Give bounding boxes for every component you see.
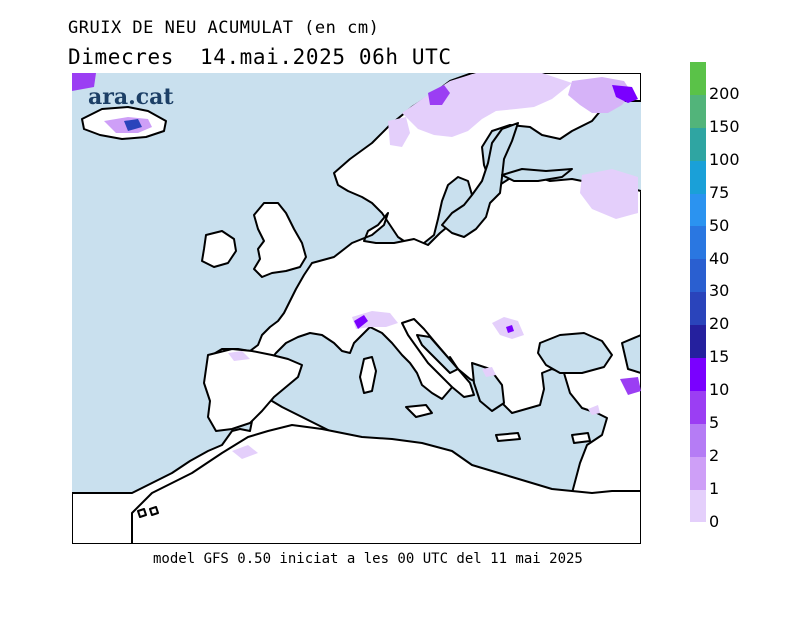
- snow-carpathians-core: [506, 325, 514, 333]
- land-africa: [131, 424, 641, 544]
- legend-swatch-100: [690, 127, 706, 161]
- land-iberia: [203, 348, 303, 432]
- forecast-datetime: Dimecres 14.mai.2025 06h UTC: [68, 45, 478, 69]
- forecast-day: Dimecres: [68, 45, 174, 69]
- legend-label-100: 100: [709, 149, 740, 169]
- land-canaries-2: [149, 506, 159, 516]
- legend-label-1: 1: [709, 478, 720, 498]
- legend-label-15: 15: [709, 347, 730, 367]
- legend-swatch-30: [690, 259, 706, 293]
- snow-greenland-corner: [72, 73, 96, 91]
- legend-swatch-150: [690, 94, 706, 128]
- land-canaries: [137, 508, 147, 518]
- land-europe: [72, 174, 641, 544]
- legend-swatch-20: [690, 292, 706, 326]
- legend-swatch-10: [690, 358, 706, 391]
- gulf-of-finland: [501, 168, 573, 182]
- caspian-edge: [621, 334, 641, 374]
- legend-swatch-15: [690, 325, 706, 359]
- forecast-time: 14.mai.2025 06h UTC: [199, 45, 452, 69]
- snow-norway-south: [388, 117, 410, 147]
- land-corsica-sardinia: [359, 356, 377, 394]
- legend-label-2: 2: [709, 445, 720, 465]
- legend-swatch-1: [690, 456, 706, 490]
- land-britain: [253, 202, 307, 278]
- legend-swatch-200: [690, 62, 706, 95]
- model-run-info: model GFS 0.50 iniciat a les 00 UTC del …: [153, 551, 583, 567]
- legend-colorbar: [690, 62, 706, 523]
- legend-label-40: 40: [709, 248, 730, 268]
- legend-label-50: 50: [709, 215, 730, 235]
- snow-pyrenees: [228, 351, 250, 361]
- snow-kola: [612, 85, 638, 103]
- snow-caucasus: [620, 377, 641, 395]
- legend-label-200: 200: [709, 84, 740, 103]
- map-title: GRUIX DE NEU ACUMULAT (en cm): [68, 18, 380, 38]
- legend-swatch-40: [690, 226, 706, 260]
- snow-depth-map: [72, 73, 641, 544]
- legend-swatch-50: [690, 193, 706, 227]
- land-ireland: [201, 230, 237, 268]
- legend-label-30: 30: [709, 281, 730, 301]
- legend-label-75: 75: [709, 182, 730, 202]
- legend-label-10: 10: [709, 380, 730, 400]
- legend-label-0: 0: [709, 511, 720, 531]
- snow-alps-core: [354, 315, 368, 329]
- ara-cat-logo: ara.cat: [88, 84, 174, 110]
- legend-swatch-0: [690, 489, 706, 523]
- snow-atlas: [232, 445, 258, 459]
- snow-cover: [72, 73, 641, 459]
- snow-norway-peak: [428, 85, 450, 105]
- black-sea: [537, 332, 613, 374]
- legend-swatch-2: [690, 423, 706, 457]
- legend-label-20: 20: [709, 314, 730, 334]
- snow-balkans: [482, 367, 496, 377]
- baltic-sea: [441, 122, 519, 238]
- snow-anatolia: [588, 405, 600, 415]
- snow-iceland-core: [124, 119, 142, 131]
- legend-label-150: 150: [709, 116, 740, 136]
- snow-russia-north: [580, 169, 638, 219]
- land-cyprus: [571, 432, 591, 444]
- land-crete: [495, 432, 521, 442]
- adriatic: [416, 334, 459, 374]
- legend-swatch-5: [690, 390, 706, 424]
- legend-label-5: 5: [709, 413, 720, 432]
- legend-swatch-75: [690, 160, 706, 194]
- land-sicily: [405, 404, 433, 418]
